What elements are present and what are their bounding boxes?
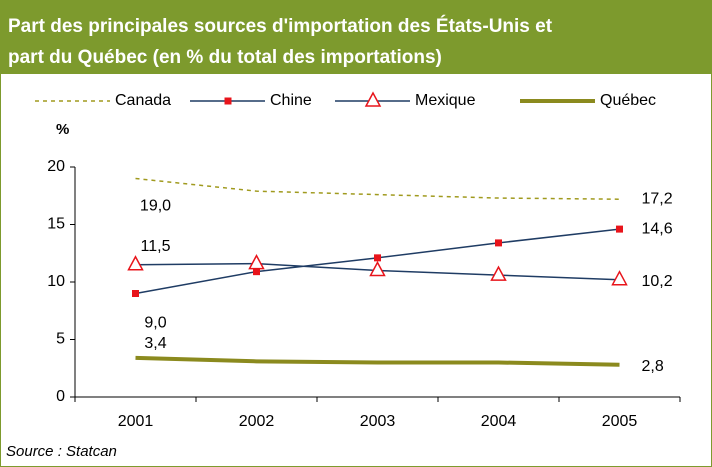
marker	[364, 91, 382, 107]
marker	[248, 254, 265, 270]
y-tick-label: 5	[56, 331, 65, 348]
x-tick-label: 2004	[481, 413, 517, 430]
marker	[374, 254, 381, 262]
marker	[253, 268, 260, 276]
series-line	[135, 177, 620, 200]
data-label: 3,4	[144, 335, 166, 352]
y-tick-label: 20	[47, 158, 65, 175]
x-tick-label: 2002	[239, 413, 275, 430]
y-axis-label: %	[56, 121, 69, 138]
x-tick-label: 2003	[360, 413, 396, 430]
legend-label: Canada	[115, 92, 171, 109]
legend-label: Chine	[270, 92, 312, 109]
data-label: 14,6	[642, 220, 673, 237]
y-tick-label: 15	[47, 216, 65, 233]
marker	[132, 290, 139, 297]
marker	[616, 225, 623, 233]
data-label: 10,2	[642, 273, 673, 290]
series-line	[135, 355, 620, 367]
marker	[224, 97, 232, 105]
y-tick-label: 0	[56, 388, 65, 405]
marker	[495, 239, 502, 247]
legend-label: Québec	[600, 92, 656, 109]
legend-label: Mexique	[415, 92, 476, 109]
marker	[369, 260, 386, 277]
source: Source : Statcan	[6, 443, 117, 460]
marker	[490, 265, 507, 281]
data-label: 19,0	[140, 198, 171, 215]
title-banner	[0, 0, 712, 74]
data-label: 2,8	[642, 358, 664, 375]
data-label: 11,5	[141, 238, 171, 255]
data-label: 17,2	[642, 190, 673, 207]
y-tick-label: 10	[47, 273, 65, 290]
x-tick-label: 2005	[602, 413, 638, 430]
marker	[611, 270, 628, 286]
chart-title: part du Québec (en % du total des import…	[8, 47, 442, 68]
data-label: 9,0	[144, 315, 166, 332]
x-tick-label: 2001	[118, 413, 154, 430]
marker	[127, 255, 144, 271]
chart-title: Part des principales sources d'importati…	[8, 15, 553, 37]
